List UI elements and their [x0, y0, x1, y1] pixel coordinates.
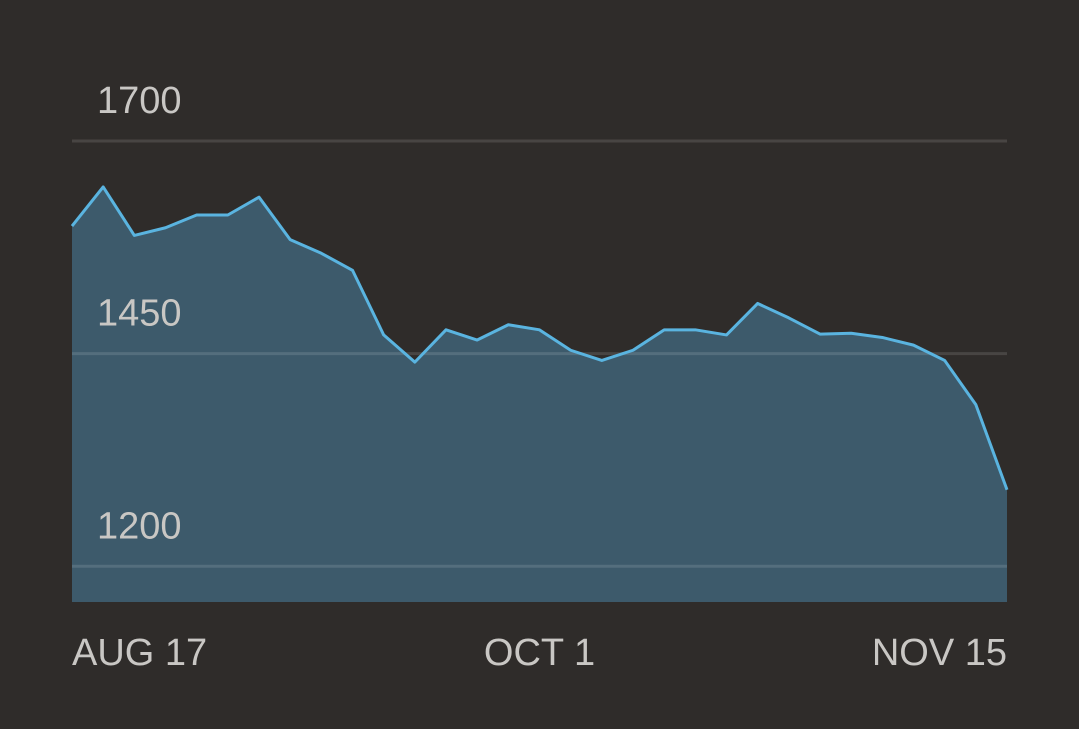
y-tick-label: 1200 — [97, 505, 182, 547]
area-line — [70, 185, 1009, 491]
area-fill — [72, 186, 1007, 602]
y-tick-label: 1450 — [97, 293, 182, 335]
y-tick-label: 1700 — [97, 80, 182, 122]
x-tick-label: NOV 15 — [872, 632, 1007, 674]
x-tick-label: OCT 1 — [484, 632, 595, 674]
x-tick-label: AUG 17 — [72, 632, 207, 674]
